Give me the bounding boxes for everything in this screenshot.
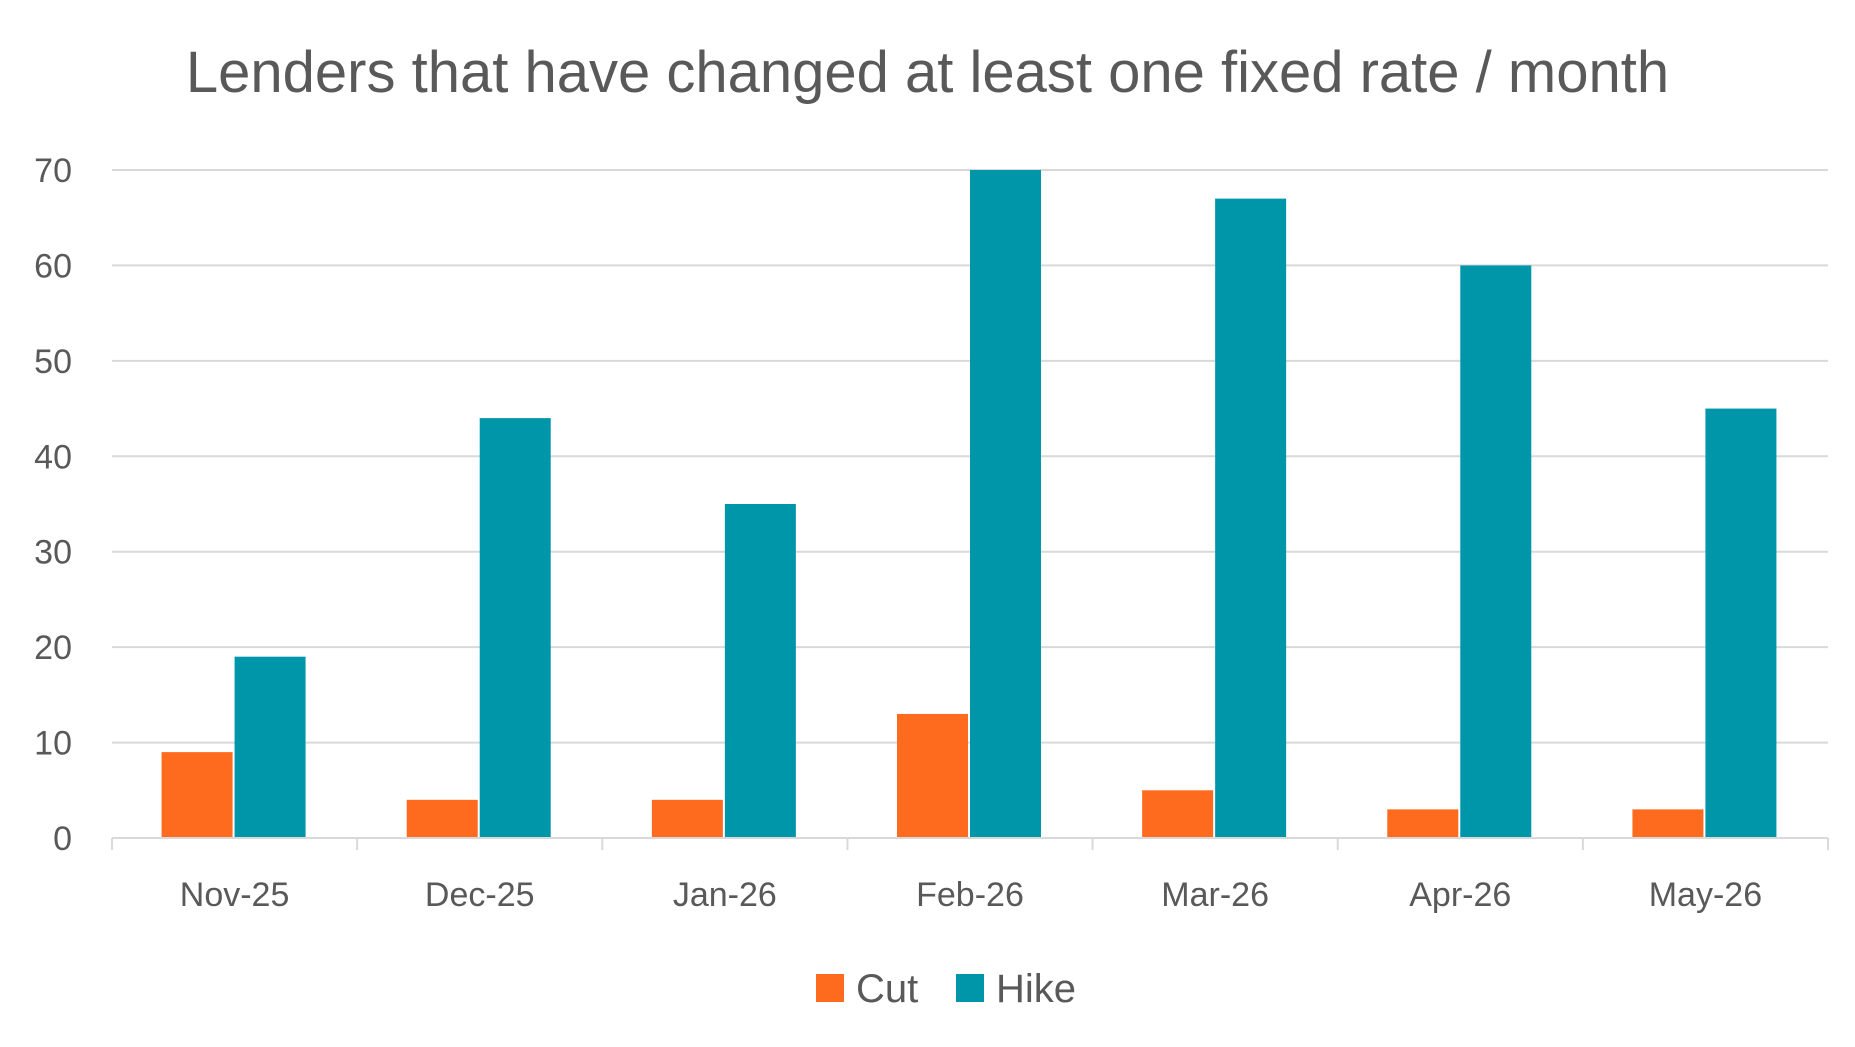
legend-label-hike: Hike [996, 967, 1076, 1011]
bar-cut-jan-26 [651, 799, 723, 838]
x-tick-label: Apr-26 [1409, 876, 1511, 914]
x-axis-ticks: Nov-25 Dec-25 Jan-26 Feb-26 Mar-26 Apr-26 May-… [180, 876, 1762, 914]
bar-cut-may-26 [1632, 809, 1704, 838]
x-tick-label: Dec-25 [425, 876, 535, 914]
x-tick-label: May-26 [1649, 876, 1762, 914]
bars [161, 170, 1777, 839]
bar-hike-jan-26 [724, 504, 796, 838]
bar-cut-feb-26 [897, 713, 968, 838]
bar-cut-nov-25 [161, 752, 233, 838]
legend: Cut Hike [816, 967, 1076, 1011]
legend-label-cut: Cut [856, 967, 918, 1011]
y-tick-label: 30 [34, 534, 72, 572]
bar-cut-dec-25 [406, 799, 478, 838]
y-tick-label: 0 [53, 820, 72, 858]
bar-hike-apr-26 [1460, 265, 1532, 838]
y-axis-ticks: 0 10 20 30 40 50 60 70 [34, 152, 72, 858]
x-axis [111, 837, 1829, 850]
bar-hike-feb-26 [970, 170, 1041, 838]
y-tick-label: 20 [34, 629, 72, 667]
bar-hike-may-26 [1705, 408, 1777, 838]
legend-swatch-cut [816, 974, 844, 1002]
x-tick-label: Feb-26 [916, 876, 1024, 914]
y-tick-label: 50 [34, 343, 72, 381]
y-tick-label: 40 [34, 438, 72, 476]
bar-hike-nov-25 [234, 656, 306, 838]
chart-title: Lenders that have changed at least one f… [185, 40, 1670, 105]
x-tick-label: Nov-25 [180, 876, 290, 914]
y-tick-label: 70 [34, 152, 72, 190]
legend-swatch-hike [956, 974, 984, 1002]
y-tick-label: 60 [34, 247, 72, 285]
y-tick-label: 10 [34, 725, 72, 763]
x-tick-label: Mar-26 [1161, 876, 1269, 914]
bar-hike-dec-25 [479, 418, 551, 838]
bar-hike-mar-26 [1215, 198, 1287, 839]
bar-cut-apr-26 [1387, 809, 1459, 838]
x-tick-label: Jan-26 [673, 876, 777, 914]
bar-cut-mar-26 [1142, 790, 1214, 838]
